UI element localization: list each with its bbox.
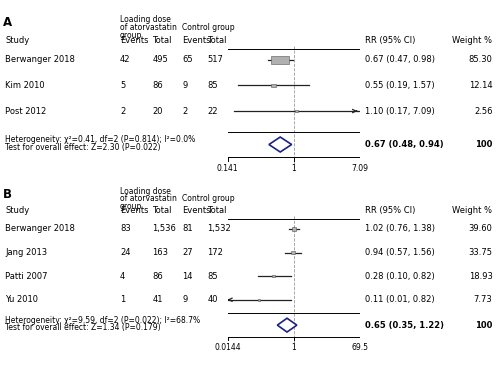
Text: 9: 9	[182, 81, 188, 90]
Text: Study: Study	[5, 36, 29, 45]
Text: Yu 2010: Yu 2010	[5, 295, 38, 304]
Bar	[292, 227, 296, 231]
Text: 0.141: 0.141	[216, 164, 238, 173]
Text: 4: 4	[120, 272, 125, 281]
Text: 27: 27	[182, 248, 193, 257]
Text: 1: 1	[292, 164, 296, 173]
Text: 0.65 (0.35, 1.22): 0.65 (0.35, 1.22)	[365, 321, 444, 330]
Text: 40: 40	[208, 295, 218, 304]
Text: 2: 2	[120, 106, 125, 116]
Text: Total: Total	[152, 206, 172, 215]
Text: 1.02 (0.76, 1.38): 1.02 (0.76, 1.38)	[365, 225, 435, 233]
Text: Total: Total	[152, 36, 172, 45]
Text: 22: 22	[208, 106, 218, 116]
Text: Patti 2007: Patti 2007	[5, 272, 48, 281]
Text: 12.14: 12.14	[469, 81, 492, 90]
Text: Berwanger 2018: Berwanger 2018	[5, 55, 75, 64]
Text: 163: 163	[152, 248, 168, 257]
Text: group: group	[120, 202, 142, 211]
Text: Test for overall effect: Z=2.30 (P=0.022): Test for overall effect: Z=2.30 (P=0.022…	[5, 143, 160, 152]
Polygon shape	[269, 137, 291, 152]
Text: 86: 86	[152, 272, 163, 281]
Text: RR (95% CI): RR (95% CI)	[365, 206, 416, 215]
Text: 85: 85	[208, 272, 218, 281]
Text: 7.73: 7.73	[474, 295, 492, 304]
Text: Control group: Control group	[182, 23, 235, 32]
Text: 100: 100	[475, 321, 492, 330]
Text: 0.11 (0.01, 0.82): 0.11 (0.01, 0.82)	[365, 295, 434, 304]
Text: 1: 1	[120, 295, 125, 304]
Text: 24: 24	[120, 248, 130, 257]
Text: group: group	[120, 31, 142, 40]
Text: Heterogeneity: χ²=9.59, df=2 (P=0.022); I²=68.7%: Heterogeneity: χ²=9.59, df=2 (P=0.022); …	[5, 316, 200, 325]
Text: Events: Events	[120, 36, 148, 45]
Text: 1,532: 1,532	[208, 225, 231, 233]
Bar	[271, 84, 276, 87]
Text: Heterogeneity: χ²=0.41, df=2 (P=0.814); I²=0.0%: Heterogeneity: χ²=0.41, df=2 (P=0.814); …	[5, 135, 195, 144]
Text: Berwanger 2018: Berwanger 2018	[5, 225, 75, 233]
Text: Loading dose: Loading dose	[120, 15, 171, 24]
Text: of atorvastatin: of atorvastatin	[120, 23, 177, 32]
Text: 517: 517	[208, 55, 224, 64]
Text: 0.67 (0.48, 0.94): 0.67 (0.48, 0.94)	[365, 140, 444, 149]
Text: 18.93: 18.93	[468, 272, 492, 281]
Text: 42: 42	[120, 55, 130, 64]
Bar	[272, 275, 275, 277]
Text: 0.0144: 0.0144	[214, 343, 241, 352]
Text: 33.75: 33.75	[468, 248, 492, 257]
Bar	[291, 251, 295, 254]
Text: 2.56: 2.56	[474, 106, 492, 116]
Text: Loading dose: Loading dose	[120, 187, 171, 196]
Text: Control group: Control group	[182, 195, 235, 203]
Text: 65: 65	[182, 55, 193, 64]
Text: Jang 2013: Jang 2013	[5, 248, 47, 257]
Bar	[258, 299, 260, 301]
Text: Study: Study	[5, 206, 29, 215]
Text: 1: 1	[292, 343, 296, 352]
Text: 0.55 (0.19, 1.57): 0.55 (0.19, 1.57)	[365, 81, 434, 90]
Text: Events: Events	[120, 206, 148, 215]
Text: Events: Events	[182, 206, 211, 215]
Text: 7.09: 7.09	[352, 164, 368, 173]
Text: 85: 85	[208, 81, 218, 90]
Text: Total: Total	[208, 36, 227, 45]
Text: Kim 2010: Kim 2010	[5, 81, 44, 90]
Text: 172: 172	[208, 248, 224, 257]
Text: Weight %: Weight %	[452, 36, 492, 45]
Text: 81: 81	[182, 225, 193, 233]
Text: 2: 2	[182, 106, 188, 116]
Text: Weight %: Weight %	[452, 206, 492, 215]
Polygon shape	[278, 318, 297, 332]
Bar	[296, 110, 298, 112]
Text: 5: 5	[120, 81, 125, 90]
Text: 69.5: 69.5	[352, 343, 368, 352]
Text: of atorvastatin: of atorvastatin	[120, 195, 177, 203]
Text: Test for overall effect: Z=1.34 (P=0.179): Test for overall effect: Z=1.34 (P=0.179…	[5, 323, 160, 333]
Text: 83: 83	[120, 225, 131, 233]
Text: 86: 86	[152, 81, 163, 90]
Text: 20: 20	[152, 106, 163, 116]
Text: Events: Events	[182, 36, 211, 45]
Text: 0.67 (0.47, 0.98): 0.67 (0.47, 0.98)	[365, 55, 435, 64]
Text: 0.94 (0.57, 1.56): 0.94 (0.57, 1.56)	[365, 248, 435, 257]
Text: RR (95% CI): RR (95% CI)	[365, 36, 416, 45]
Text: 14: 14	[182, 272, 193, 281]
Text: 1,536: 1,536	[152, 225, 176, 233]
Text: 39.60: 39.60	[468, 225, 492, 233]
Text: 1.10 (0.17, 7.09): 1.10 (0.17, 7.09)	[365, 106, 435, 116]
Text: 9: 9	[182, 295, 188, 304]
Text: B: B	[2, 188, 12, 201]
Text: Post 2012: Post 2012	[5, 106, 46, 116]
Text: 0.28 (0.10, 0.82): 0.28 (0.10, 0.82)	[365, 272, 435, 281]
Text: 495: 495	[152, 55, 168, 64]
Text: 41: 41	[152, 295, 163, 304]
Text: Total: Total	[208, 206, 227, 215]
Text: A: A	[2, 16, 12, 29]
Text: 85.30: 85.30	[468, 55, 492, 64]
Text: 100: 100	[475, 140, 492, 149]
Bar	[272, 56, 289, 64]
